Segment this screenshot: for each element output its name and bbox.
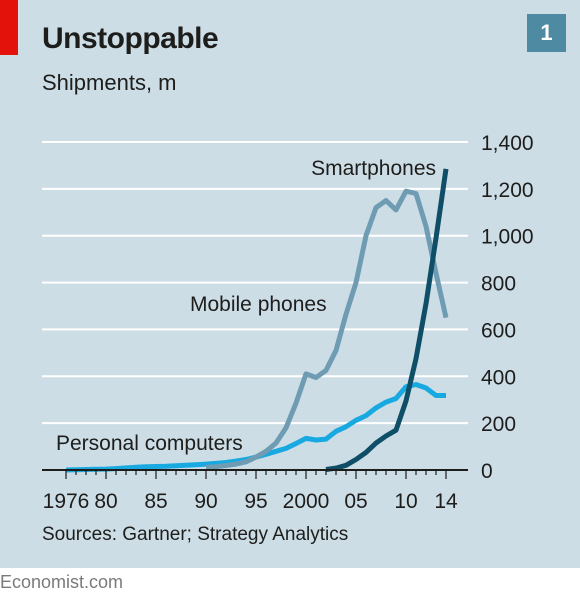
series-labels: Personal computers Mobile phones Smartphon… bbox=[56, 157, 436, 455]
source-note: Sources: Gartner; Strategy Analytics bbox=[42, 524, 349, 545]
series-label-personal-computers: Personal computers bbox=[56, 432, 243, 455]
series-line-mobile-phones bbox=[205, 188, 449, 470]
y-tick-label: 600 bbox=[481, 319, 516, 342]
y-tick-label: 1,400 bbox=[481, 132, 534, 155]
brand-footer: Economist.com bbox=[0, 572, 124, 592]
y-tick-label: 400 bbox=[481, 366, 516, 389]
x-tick-label: 85 bbox=[144, 490, 167, 513]
chart-number-badge: 1 bbox=[527, 14, 566, 52]
x-tick-label: 10 bbox=[394, 490, 417, 513]
x-tick-label: 95 bbox=[244, 490, 267, 513]
x-tick-label: 1976 bbox=[43, 490, 90, 513]
x-tick-label: 14 bbox=[434, 490, 458, 513]
series-line-smartphones bbox=[325, 168, 449, 472]
axes: 0 200 400 600 800 1,000 1,200 1,400 1976 80 85 90 95… bbox=[42, 132, 534, 513]
y-tick-label: 0 bbox=[481, 460, 493, 483]
brand-red-tag bbox=[0, 0, 18, 55]
y-tick-label: 200 bbox=[481, 413, 516, 436]
chart-title: Unstoppable bbox=[42, 22, 219, 55]
chart-panel bbox=[0, 0, 580, 568]
x-tick-label: 80 bbox=[94, 490, 117, 513]
gridlines bbox=[42, 141, 468, 425]
series-label-mobile-phones: Mobile phones bbox=[190, 293, 327, 316]
x-tick-label: 2000 bbox=[283, 490, 330, 513]
chart-subtitle: Shipments, m bbox=[42, 70, 177, 95]
series-lines bbox=[65, 168, 449, 473]
series-label-smartphones: Smartphones bbox=[311, 157, 436, 180]
x-tick-label: 90 bbox=[194, 490, 217, 513]
y-tick-label: 1,000 bbox=[481, 226, 534, 249]
x-tick-label: 05 bbox=[344, 490, 367, 513]
y-tick-label: 1,200 bbox=[481, 179, 534, 202]
y-tick-label: 800 bbox=[481, 273, 516, 296]
line-chart: 0 200 400 600 800 1,000 1,200 1,400 1976 80 85 90 95… bbox=[42, 132, 534, 513]
